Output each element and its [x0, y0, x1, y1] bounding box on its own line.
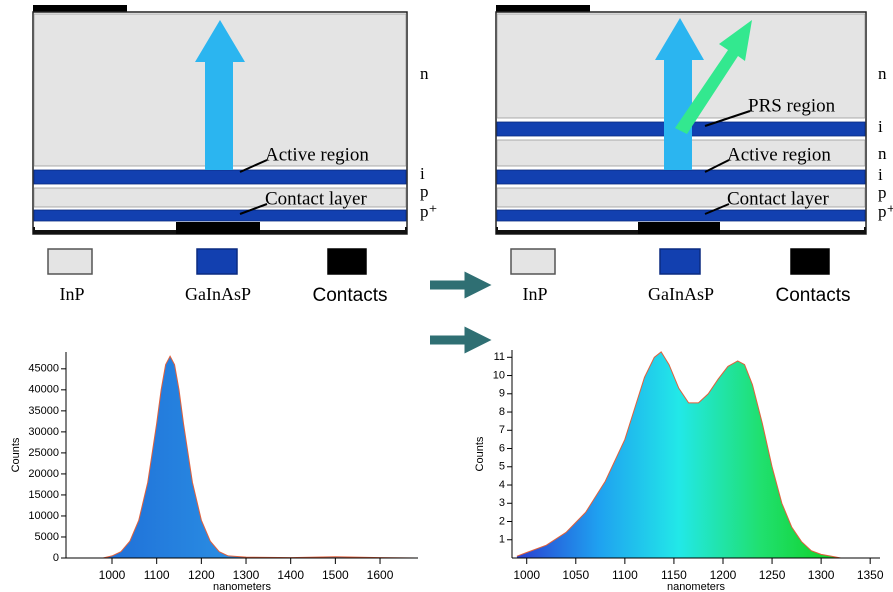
- y-tick-label: 15000: [28, 489, 59, 501]
- y-tick-label: 5: [499, 461, 505, 473]
- y-tick-label: 11: [494, 351, 505, 363]
- y-tick-label: 6: [499, 442, 505, 454]
- gainasp-layer: [34, 170, 406, 184]
- y-tick-label: 4: [499, 479, 505, 491]
- legend-label: Contacts: [776, 285, 851, 306]
- top-contact: [496, 5, 590, 12]
- y-tick-label: 5000: [35, 531, 59, 543]
- figure: nipp⁺Active regionContact layerInPGaInAs…: [0, 0, 893, 592]
- y-tick-label: 25000: [28, 447, 59, 459]
- x-tick-label: 1200: [188, 568, 215, 582]
- bottom-contact: [176, 222, 260, 234]
- legend-label: GaInAsP: [185, 284, 251, 304]
- x-tick-label: 1500: [322, 568, 349, 582]
- x-tick-label: 1000: [99, 568, 126, 582]
- x-axis-label: nanometers: [213, 581, 272, 592]
- x-tick-label: 1600: [367, 568, 394, 582]
- y-tick-label: 9: [499, 388, 505, 400]
- y-tick-label: 2: [499, 515, 505, 527]
- y-tick-label: 30000: [28, 426, 59, 438]
- y-tick-label: 35000: [28, 405, 59, 417]
- y-tick-label: 7: [499, 424, 505, 436]
- legend-label: GaInAsP: [648, 284, 714, 304]
- legend-swatch: [660, 249, 700, 274]
- y-tick-label: 8: [499, 406, 505, 418]
- layer-label: i: [878, 165, 883, 184]
- top-contact: [33, 5, 127, 12]
- gainasp-layer: [34, 210, 406, 221]
- layer-label: n: [878, 144, 887, 163]
- y-tick-label: 0: [53, 552, 59, 564]
- annotation: Contact layer: [727, 188, 829, 209]
- x-tick-label: 1000: [513, 568, 540, 582]
- x-tick-label: 1100: [144, 568, 170, 582]
- x-tick-label: 1350: [857, 568, 884, 582]
- layer-label: i: [878, 117, 883, 136]
- legend-swatch: [328, 249, 366, 274]
- layer-label: p: [420, 182, 429, 201]
- annotation: Active region: [265, 144, 369, 165]
- legend-swatch: [197, 249, 237, 274]
- y-tick-label: 45000: [28, 363, 59, 375]
- x-tick-label: 1400: [277, 568, 304, 582]
- y-axis-label: Counts: [10, 437, 22, 472]
- y-tick-label: 10: [493, 369, 505, 381]
- y-tick-label: 20000: [28, 468, 59, 480]
- spectrum-area: [103, 356, 416, 558]
- legend-swatch: [791, 249, 829, 274]
- bottom-contact: [638, 222, 720, 234]
- y-axis-label: Counts: [474, 436, 486, 471]
- y-tick-label: 10000: [28, 510, 59, 522]
- annotation: Active region: [727, 144, 831, 165]
- legend-label: InP: [59, 284, 84, 304]
- legend-label: Contacts: [313, 285, 388, 306]
- legend-swatch: [511, 249, 555, 274]
- legend-swatch: [48, 249, 92, 274]
- layer-label: p: [878, 183, 887, 202]
- layer-label: n: [420, 64, 429, 83]
- x-tick-label: 1250: [759, 568, 786, 582]
- x-axis-label: nanometers: [667, 581, 726, 592]
- x-tick-label: 1050: [562, 568, 589, 582]
- annotation: Contact layer: [265, 188, 367, 209]
- layer-label: n: [878, 64, 887, 83]
- y-tick-label: 1: [499, 534, 505, 546]
- y-tick-label: 3: [499, 497, 505, 509]
- x-tick-label: 1300: [808, 568, 835, 582]
- gainasp-layer: [497, 170, 865, 184]
- annotation: PRS region: [748, 95, 836, 116]
- layer-label: p⁺: [420, 202, 437, 221]
- legend-label: InP: [522, 284, 547, 304]
- layer-label: p⁺: [878, 202, 893, 221]
- layer-label: i: [420, 164, 425, 183]
- x-tick-label: 1100: [612, 568, 638, 582]
- y-tick-label: 40000: [28, 384, 59, 396]
- gainasp-layer: [497, 210, 865, 221]
